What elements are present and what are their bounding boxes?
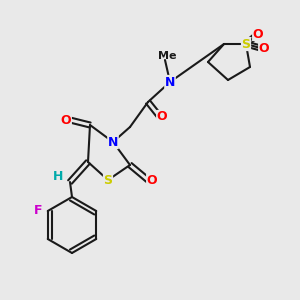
Text: H: H	[53, 169, 63, 182]
Text: F: F	[34, 205, 42, 218]
Text: S: S	[103, 173, 112, 187]
Text: O: O	[61, 113, 71, 127]
Text: N: N	[108, 136, 118, 148]
Text: O: O	[157, 110, 167, 124]
Text: O: O	[147, 173, 157, 187]
Text: N: N	[165, 76, 175, 88]
Text: O: O	[259, 43, 269, 56]
Text: Me: Me	[158, 51, 176, 61]
Text: S: S	[242, 38, 250, 50]
Text: O: O	[253, 28, 263, 40]
